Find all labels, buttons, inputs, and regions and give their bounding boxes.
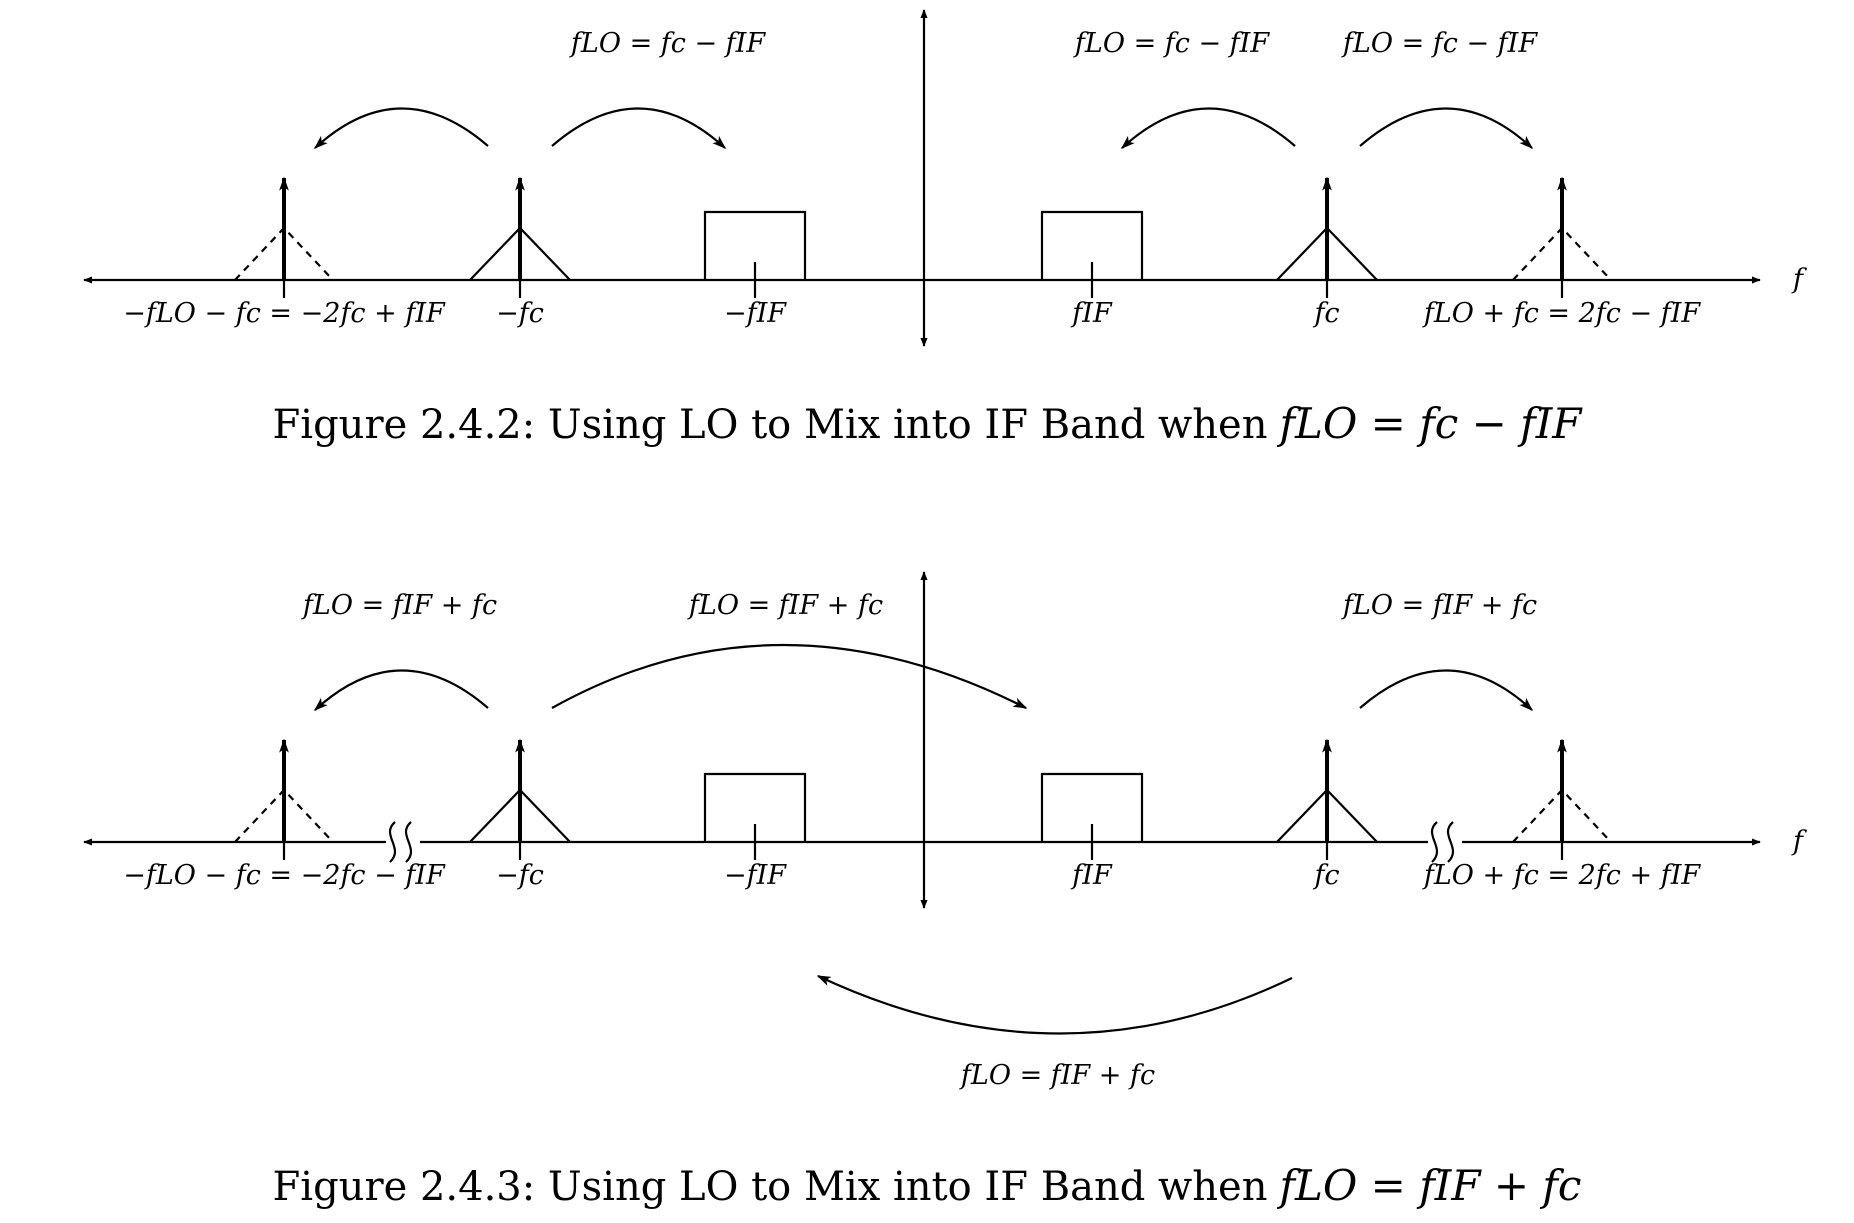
axis-label-f: f xyxy=(1791,264,1807,295)
caption-2-4-3: Figure 2.4.3: Using LO to Mix into IF Ba… xyxy=(273,1161,1582,1210)
caption-text: Figure 2.4.2: Using LO to Mix into IF Ba… xyxy=(273,402,1268,448)
caption-math: fLO = fIF + fc xyxy=(1276,1161,1581,1210)
axis-label-f: f xyxy=(1791,826,1807,857)
caption-2-4-2: Figure 2.4.2: Using LO to Mix into IF Ba… xyxy=(273,399,1584,448)
mix-arrow-right xyxy=(1359,669,1534,711)
mix-arrow-right-b xyxy=(1359,107,1534,149)
if-band-pos xyxy=(1040,772,1144,842)
arrow-label-right-a: fLO = fc − fIF xyxy=(1073,28,1270,59)
arrow-label-bottom: fLO = fIF + fc xyxy=(959,1060,1155,1091)
tick-label-fc: fc xyxy=(1312,298,1339,329)
if-band-neg xyxy=(703,772,807,842)
arrow-label-left: fLO = fIF + fc xyxy=(301,590,497,621)
tick-label-fif: fIF xyxy=(1070,860,1113,891)
if-band-pos xyxy=(1040,210,1144,280)
tick-label-fif: fIF xyxy=(1070,298,1113,329)
figure-2-4-2: f −fLO − fc = −2fc + fIF −fc −fIF fIF fc… xyxy=(83,9,1807,448)
tick-label-neg-fc: −fc xyxy=(496,298,544,329)
mix-arrow-left xyxy=(313,669,489,711)
tick-label-fc: fc xyxy=(1312,860,1339,891)
caption-math: fLO = fc − fIF xyxy=(1276,399,1583,448)
mix-arrow-right-a xyxy=(1120,107,1296,149)
tick-label-left: −fLO − fc = −2fc − fIF xyxy=(123,860,446,891)
arrow-label-right: fLO = fIF + fc xyxy=(1341,590,1537,621)
arrow-label-left: fLO = fc − fIF xyxy=(569,28,766,59)
mix-arrow-middle xyxy=(551,644,1028,709)
tick-label-neg-fif: −fIF xyxy=(724,298,787,329)
arrow-label-right-b: fLO = fc − fIF xyxy=(1341,28,1538,59)
axis-break-right xyxy=(1428,821,1462,863)
tick-label-left: −fLO − fc = −2fc + fIF xyxy=(123,298,446,329)
caption-text: Figure 2.4.3: Using LO to Mix into IF Ba… xyxy=(273,1164,1268,1210)
if-band-neg xyxy=(703,210,807,280)
mix-arrow-left-b xyxy=(551,107,727,149)
arrow-label-middle: fLO = fIF + fc xyxy=(687,590,883,621)
axis-break-left xyxy=(386,821,420,863)
mix-arrow-bottom xyxy=(816,975,1293,1035)
tick-label-neg-fc: −fc xyxy=(496,860,544,891)
mix-arrow-left-a xyxy=(313,107,489,149)
tick-label-neg-fif: −fIF xyxy=(724,860,787,891)
tick-label-right: fLO + fc = 2fc − fIF xyxy=(1422,298,1701,329)
tick-label-right: fLO + fc = 2fc + fIF xyxy=(1422,860,1701,891)
figure-2-4-3: f −fLO − fc = −2fc − fIF −fc xyxy=(83,571,1807,1210)
